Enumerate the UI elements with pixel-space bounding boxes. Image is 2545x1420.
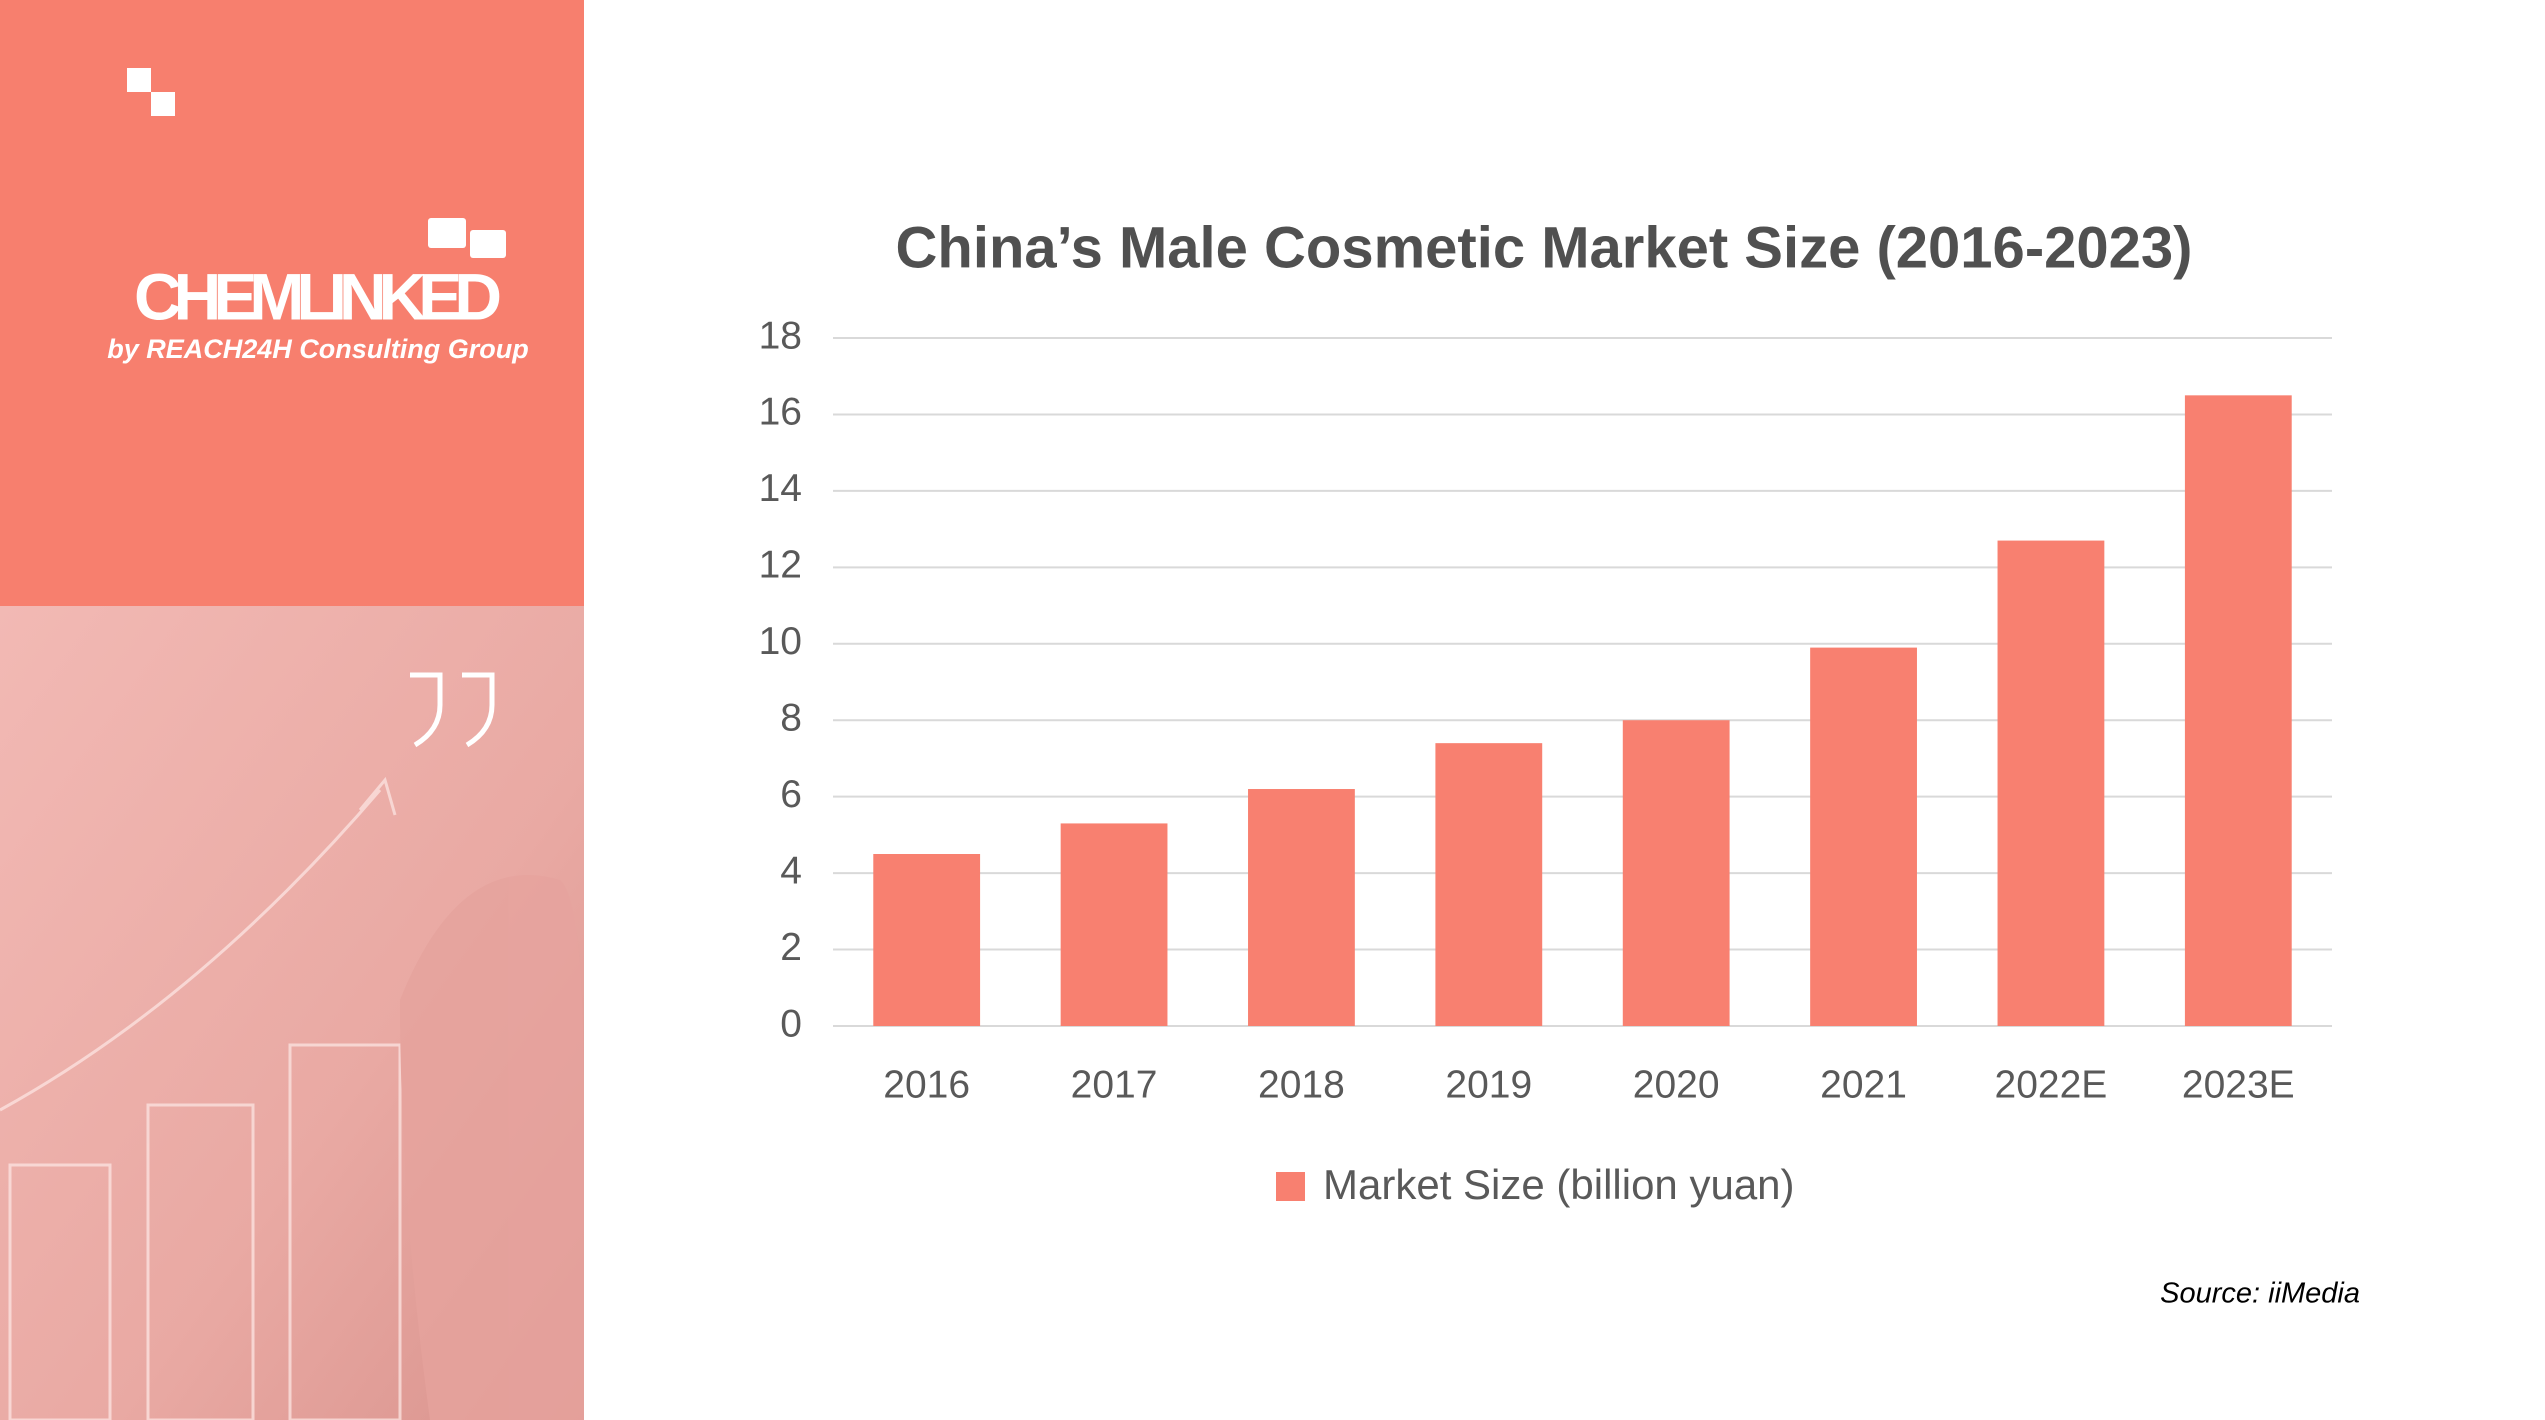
x-tick-label: 2017 — [1071, 1063, 1158, 1106]
x-tick-label: 2018 — [1258, 1063, 1345, 1106]
y-tick-label: 16 — [759, 391, 802, 434]
y-tick-label: 6 — [780, 773, 802, 816]
logo-bubbles — [428, 218, 506, 258]
bar — [2184, 395, 2292, 1026]
x-tick-label: 2020 — [1633, 1063, 1720, 1106]
quote-icon — [410, 672, 495, 748]
bar — [1810, 647, 1917, 1026]
corner-icon — [127, 68, 175, 116]
y-tick-label: 8 — [780, 697, 802, 740]
bar — [1435, 743, 1543, 1026]
legend-swatch — [1276, 1172, 1305, 1201]
y-tick-label: 2 — [780, 926, 802, 969]
y-tick-label: 4 — [780, 849, 802, 892]
y-tick-label: 14 — [759, 467, 802, 510]
bar — [873, 854, 981, 1026]
y-tick-label: 18 — [759, 314, 802, 357]
bar — [1997, 540, 2105, 1026]
y-tick-label: 12 — [759, 544, 802, 587]
x-tick-label: 2023E — [2182, 1063, 2295, 1106]
source-note: Source: iiMedia — [2160, 1278, 2360, 1310]
x-tick-label: 2016 — [883, 1063, 970, 1106]
x-tick-label: 2022E — [1995, 1063, 2108, 1106]
legend-label: Market Size (billion yuan) — [1323, 1161, 1795, 1208]
logo-tagline: by REACH24H Consulting Group — [107, 334, 529, 364]
x-tick-label: 2021 — [1820, 1063, 1907, 1106]
photo-decoration — [0, 776, 584, 1420]
left-header-panel — [0, 0, 584, 606]
bar — [1060, 823, 1168, 1026]
bar — [1248, 789, 1355, 1026]
y-tick-label: 0 — [780, 1002, 802, 1045]
logo-name: CHEMLINKED — [134, 259, 502, 333]
x-tick-label: 2019 — [1445, 1063, 1532, 1106]
y-tick-label: 10 — [759, 620, 802, 663]
bar — [1622, 720, 1730, 1026]
chart-title: China’s Male Cosmetic Market Size (2016-… — [896, 215, 2193, 280]
